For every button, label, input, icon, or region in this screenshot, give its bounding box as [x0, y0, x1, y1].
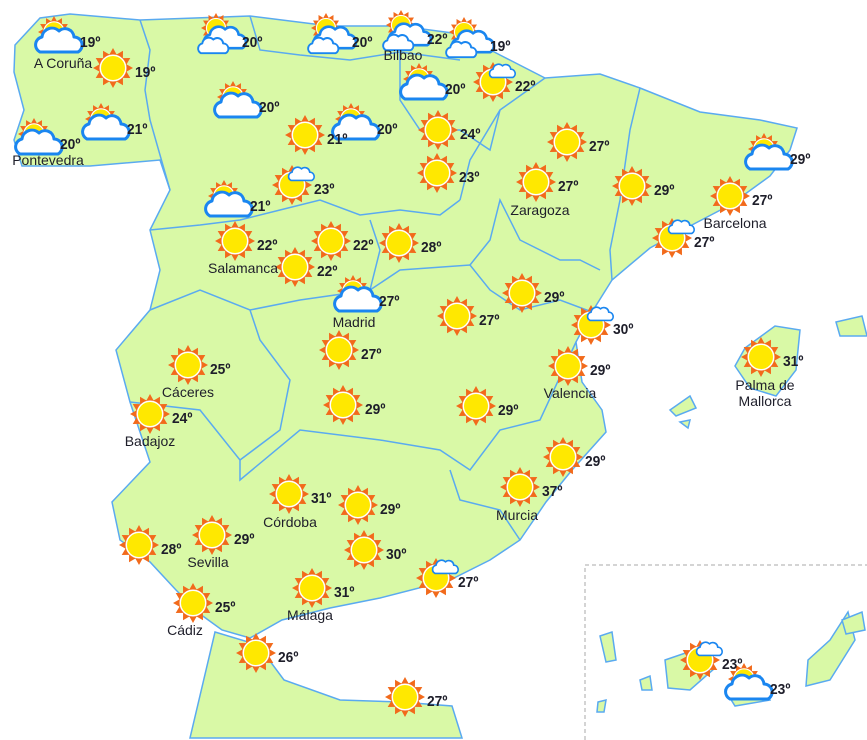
- region-border: [139, 19, 171, 191]
- city-label: Sevilla: [187, 554, 229, 570]
- sun-two-clouds-icon: [307, 13, 358, 55]
- land-canary1: [599, 631, 617, 663]
- temperature: 29º: [380, 501, 401, 518]
- temperature: 25º: [215, 599, 236, 616]
- temperature: 20º: [259, 99, 280, 116]
- temperature: 29º: [654, 182, 675, 199]
- temperature: 19º: [80, 34, 101, 51]
- land-canary6: [841, 610, 866, 635]
- temperature: 22º: [515, 78, 536, 95]
- temperature: 22º: [353, 237, 374, 254]
- sun-two-clouds-icon: [382, 10, 433, 52]
- temperature: 28º: [421, 239, 442, 256]
- temperature: 23º: [722, 656, 743, 673]
- temperature: 19º: [490, 38, 511, 55]
- city-label: Cáceres: [161, 384, 215, 400]
- temperature: 31º: [783, 353, 804, 370]
- temperature: 22º: [317, 263, 338, 280]
- region-border: [469, 197, 601, 271]
- region-border: [149, 264, 593, 313]
- temperature: 31º: [334, 584, 355, 601]
- region-border: [149, 199, 461, 231]
- temperature: 28º: [161, 541, 182, 558]
- temperature: 29º: [544, 289, 565, 306]
- city-label: Palma de Mallorca: [735, 377, 795, 409]
- city-label: A Coruña: [33, 55, 93, 71]
- temperature: 27º: [379, 293, 400, 310]
- city-label: Pontevedra: [12, 152, 84, 168]
- city-label: Bilbao: [383, 47, 423, 63]
- temperature: 20º: [242, 34, 263, 51]
- city-label: Valencia: [543, 385, 597, 401]
- city-label: Badajoz: [124, 433, 176, 449]
- city-label: Córdoba: [263, 514, 317, 530]
- temperature: 20º: [60, 136, 81, 153]
- canary-islands-inset-border: [584, 564, 867, 740]
- temperature: 27º: [427, 693, 448, 710]
- temperature: 29º: [790, 151, 811, 168]
- temperature: 30º: [386, 546, 407, 563]
- temperature: 20º: [377, 121, 398, 138]
- temperature: 30º: [613, 321, 634, 338]
- temperature: 25º: [210, 361, 231, 378]
- sun-two-clouds-icon: [445, 17, 496, 59]
- land-formentera: [678, 419, 692, 430]
- land-canary5: [805, 610, 856, 687]
- temperature: 29º: [590, 362, 611, 379]
- city-label: Málaga: [287, 607, 333, 623]
- region-border: [129, 341, 577, 482]
- city-label: Madrid: [332, 314, 376, 330]
- temperature: 27º: [589, 138, 610, 155]
- temperature: 24º: [460, 126, 481, 143]
- temperature: 26º: [278, 649, 299, 666]
- land-africa: [189, 631, 464, 739]
- temperature: 20º: [352, 34, 373, 51]
- region-border: [369, 219, 381, 291]
- temperature: 19º: [135, 64, 156, 81]
- temperature: 31º: [311, 490, 332, 507]
- land-canary2: [639, 674, 653, 691]
- temperature: 27º: [361, 346, 382, 363]
- temperature: 23º: [459, 169, 480, 186]
- temperature: 27º: [752, 192, 773, 209]
- temperature: 22º: [257, 237, 278, 254]
- land-ibiza: [668, 394, 698, 417]
- temperature: 29º: [498, 402, 519, 419]
- temperature: 21º: [250, 198, 271, 215]
- region-border: [609, 87, 641, 281]
- region-border: [459, 109, 501, 201]
- city-label: Barcelona: [703, 215, 767, 231]
- land-canary7: [596, 698, 607, 713]
- temperature: 23º: [770, 681, 791, 698]
- land-menorca: [835, 315, 867, 337]
- city-label: Salamanca: [207, 260, 279, 276]
- temperature: 27º: [558, 178, 579, 195]
- temperature: 20º: [445, 81, 466, 98]
- temperature: 24º: [172, 410, 193, 427]
- region-borders: [129, 15, 641, 541]
- temperature: 29º: [234, 531, 255, 548]
- region-border: [449, 469, 521, 541]
- temperature: 29º: [365, 401, 386, 418]
- temperature: 27º: [479, 312, 500, 329]
- temperature: 23º: [314, 181, 335, 198]
- region-border: [239, 309, 291, 461]
- temperature: 21º: [327, 131, 348, 148]
- temperature: 27º: [458, 574, 479, 591]
- temperature: 29º: [585, 453, 606, 470]
- city-label: Cádiz: [167, 622, 203, 638]
- temperature: 22º: [427, 31, 448, 48]
- city-label: Murcia: [495, 507, 539, 523]
- region-border: [249, 15, 461, 61]
- temperature: 21º: [127, 121, 148, 138]
- city-label: Zaragoza: [510, 202, 570, 218]
- temperature: 37º: [542, 483, 563, 500]
- temperature: 27º: [694, 234, 715, 251]
